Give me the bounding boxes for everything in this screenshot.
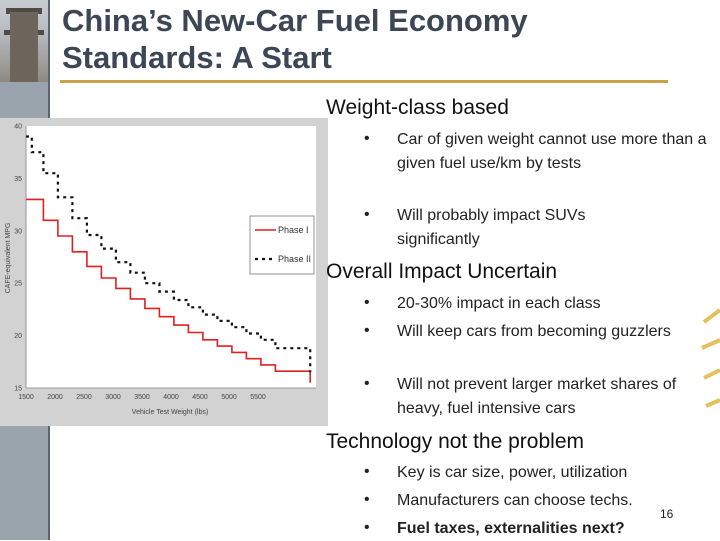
phase-i-line xyxy=(26,198,311,383)
section-heading-technology: Technology not the problem xyxy=(326,430,584,453)
bullet-marker: • xyxy=(364,130,370,147)
tower-roof-upper xyxy=(6,8,42,14)
section-heading-impact: Overall Impact Uncertain xyxy=(326,260,558,283)
title-underline xyxy=(60,80,668,83)
x-tick-label: 4000 xyxy=(163,394,179,401)
bullet-text: Key is car size, power, utilization xyxy=(397,464,628,481)
y-tick-label: 20 xyxy=(14,333,22,340)
x-tick-label: 5000 xyxy=(221,394,237,401)
fuel-economy-chart: 15 20 25 30 35 40 1500 2000 2500 3000 3500 4000 450… xyxy=(0,118,328,426)
bullet-marker: • xyxy=(364,375,370,392)
bullet-marker: • xyxy=(364,294,370,311)
bullet-text: Will keep cars from becoming guzzlers xyxy=(397,323,671,340)
y-tick-label: 40 xyxy=(14,124,22,131)
x-tick-label: 2000 xyxy=(47,394,63,401)
chart-svg: 15 20 25 30 35 40 1500 2000 2500 3000 3500 4000 450… xyxy=(5,124,316,416)
bullet-text: 20-30% impact in each class xyxy=(397,295,601,312)
y-tick-label: 30 xyxy=(14,228,22,235)
bullet-marker: • xyxy=(364,206,370,223)
x-tick-label: 1500 xyxy=(18,394,34,401)
tower-body xyxy=(10,12,38,82)
bullet-marker: • xyxy=(364,491,370,508)
y-tick-labels: 15 20 25 30 35 40 xyxy=(14,124,22,393)
bullet-marker: • xyxy=(364,322,370,339)
city-tower-photo xyxy=(0,0,48,82)
section-heading-weight: Weight-class based xyxy=(326,96,509,119)
bullet-text: Will not prevent larger market shares of… xyxy=(397,376,677,417)
x-tick-label: 4500 xyxy=(192,394,208,401)
bullet-marker: • xyxy=(364,519,370,536)
sun-ray-decoration xyxy=(701,308,720,408)
bullet-text: Car of given weight cannot use more than… xyxy=(397,131,707,172)
x-tick-label: 3000 xyxy=(105,394,121,401)
legend-phase-ii-label: Phase II xyxy=(278,254,311,264)
y-tick-label: 25 xyxy=(14,281,22,288)
y-axis-label: CAFE-equivalent MPG xyxy=(5,223,12,294)
y-tick-label: 35 xyxy=(14,176,22,183)
page-number: 16 xyxy=(660,507,674,521)
slide-title: China’s New-Car Fuel Economy Standards: … xyxy=(62,2,528,76)
bullet-text: Manufacturers can choose techs. xyxy=(397,492,633,509)
x-tick-label: 5500 xyxy=(250,394,266,401)
x-tick-label: 3500 xyxy=(134,394,150,401)
y-tick-label: 15 xyxy=(14,386,22,393)
title-line-2: Standards: A Start xyxy=(62,40,332,75)
legend-phase-i-label: Phase I xyxy=(278,225,309,235)
x-axis-label: Vehicle Test Weight (lbs) xyxy=(132,409,208,416)
bullet-marker: • xyxy=(364,463,370,480)
bullet-text: Will probably impact SUVs significantly xyxy=(397,207,586,248)
x-tick-labels: 1500 2000 2500 3000 3500 4000 4500 5000 5500 xyxy=(18,394,266,401)
bullet-text: Fuel taxes, externalities next? xyxy=(397,520,625,537)
phase-ii-line xyxy=(26,135,312,373)
legend-box xyxy=(249,215,315,275)
title-line-1: China’s New-Car Fuel Economy xyxy=(62,3,528,38)
x-tick-label: 2500 xyxy=(76,394,92,401)
